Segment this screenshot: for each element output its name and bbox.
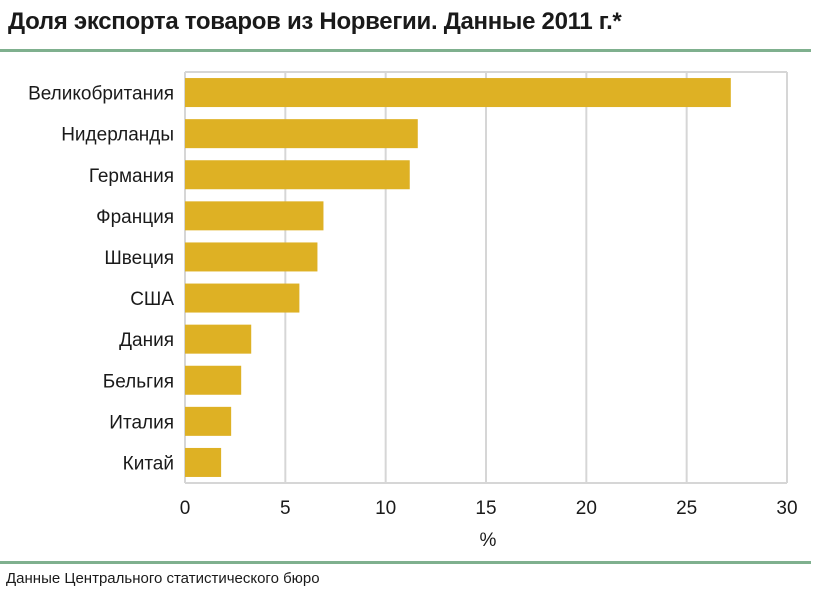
category-label: Бельгия xyxy=(103,371,174,392)
category-label: Италия xyxy=(109,412,174,433)
category-label: Китай xyxy=(123,453,174,474)
category-label: Великобритания xyxy=(28,84,174,105)
category-label: Франция xyxy=(96,207,174,228)
x-tick-label: 5 xyxy=(280,498,291,519)
x-tick-labels: 0 5 10 15 20 25 30 xyxy=(180,498,798,519)
bar-chart: Великобритания Нидерланды Германия Франция Ш… xyxy=(28,71,798,551)
bar xyxy=(185,201,324,231)
chart-title: Доля экспорта товаров из Норвегии. Данны… xyxy=(8,8,622,35)
x-tick-label: 25 xyxy=(676,498,697,519)
x-tick-label: 15 xyxy=(475,498,496,519)
x-tick-label: 30 xyxy=(776,498,797,519)
bar xyxy=(185,242,318,272)
bars xyxy=(185,78,731,477)
top-divider xyxy=(0,49,811,52)
category-label: Швеция xyxy=(104,248,174,269)
bar xyxy=(185,119,418,149)
bar xyxy=(185,78,731,108)
source-note: Данные Центрального статистического бюро xyxy=(6,570,320,587)
bar xyxy=(185,324,252,354)
x-tick-label: 10 xyxy=(375,498,396,519)
bar xyxy=(185,447,222,477)
bar xyxy=(185,283,300,313)
bar xyxy=(185,406,232,436)
category-labels: Великобритания Нидерланды Германия Франция Ш… xyxy=(28,84,174,475)
x-tick-label: 0 xyxy=(180,498,191,519)
bottom-divider xyxy=(0,561,811,564)
x-axis-label: % xyxy=(480,530,497,551)
x-tick-label: 20 xyxy=(576,498,597,519)
category-label: США xyxy=(130,289,174,310)
category-label: Дания xyxy=(119,330,174,351)
category-label: Нидерланды xyxy=(61,125,174,146)
bar xyxy=(185,365,242,395)
bar xyxy=(185,160,410,190)
category-label: Германия xyxy=(89,166,174,187)
